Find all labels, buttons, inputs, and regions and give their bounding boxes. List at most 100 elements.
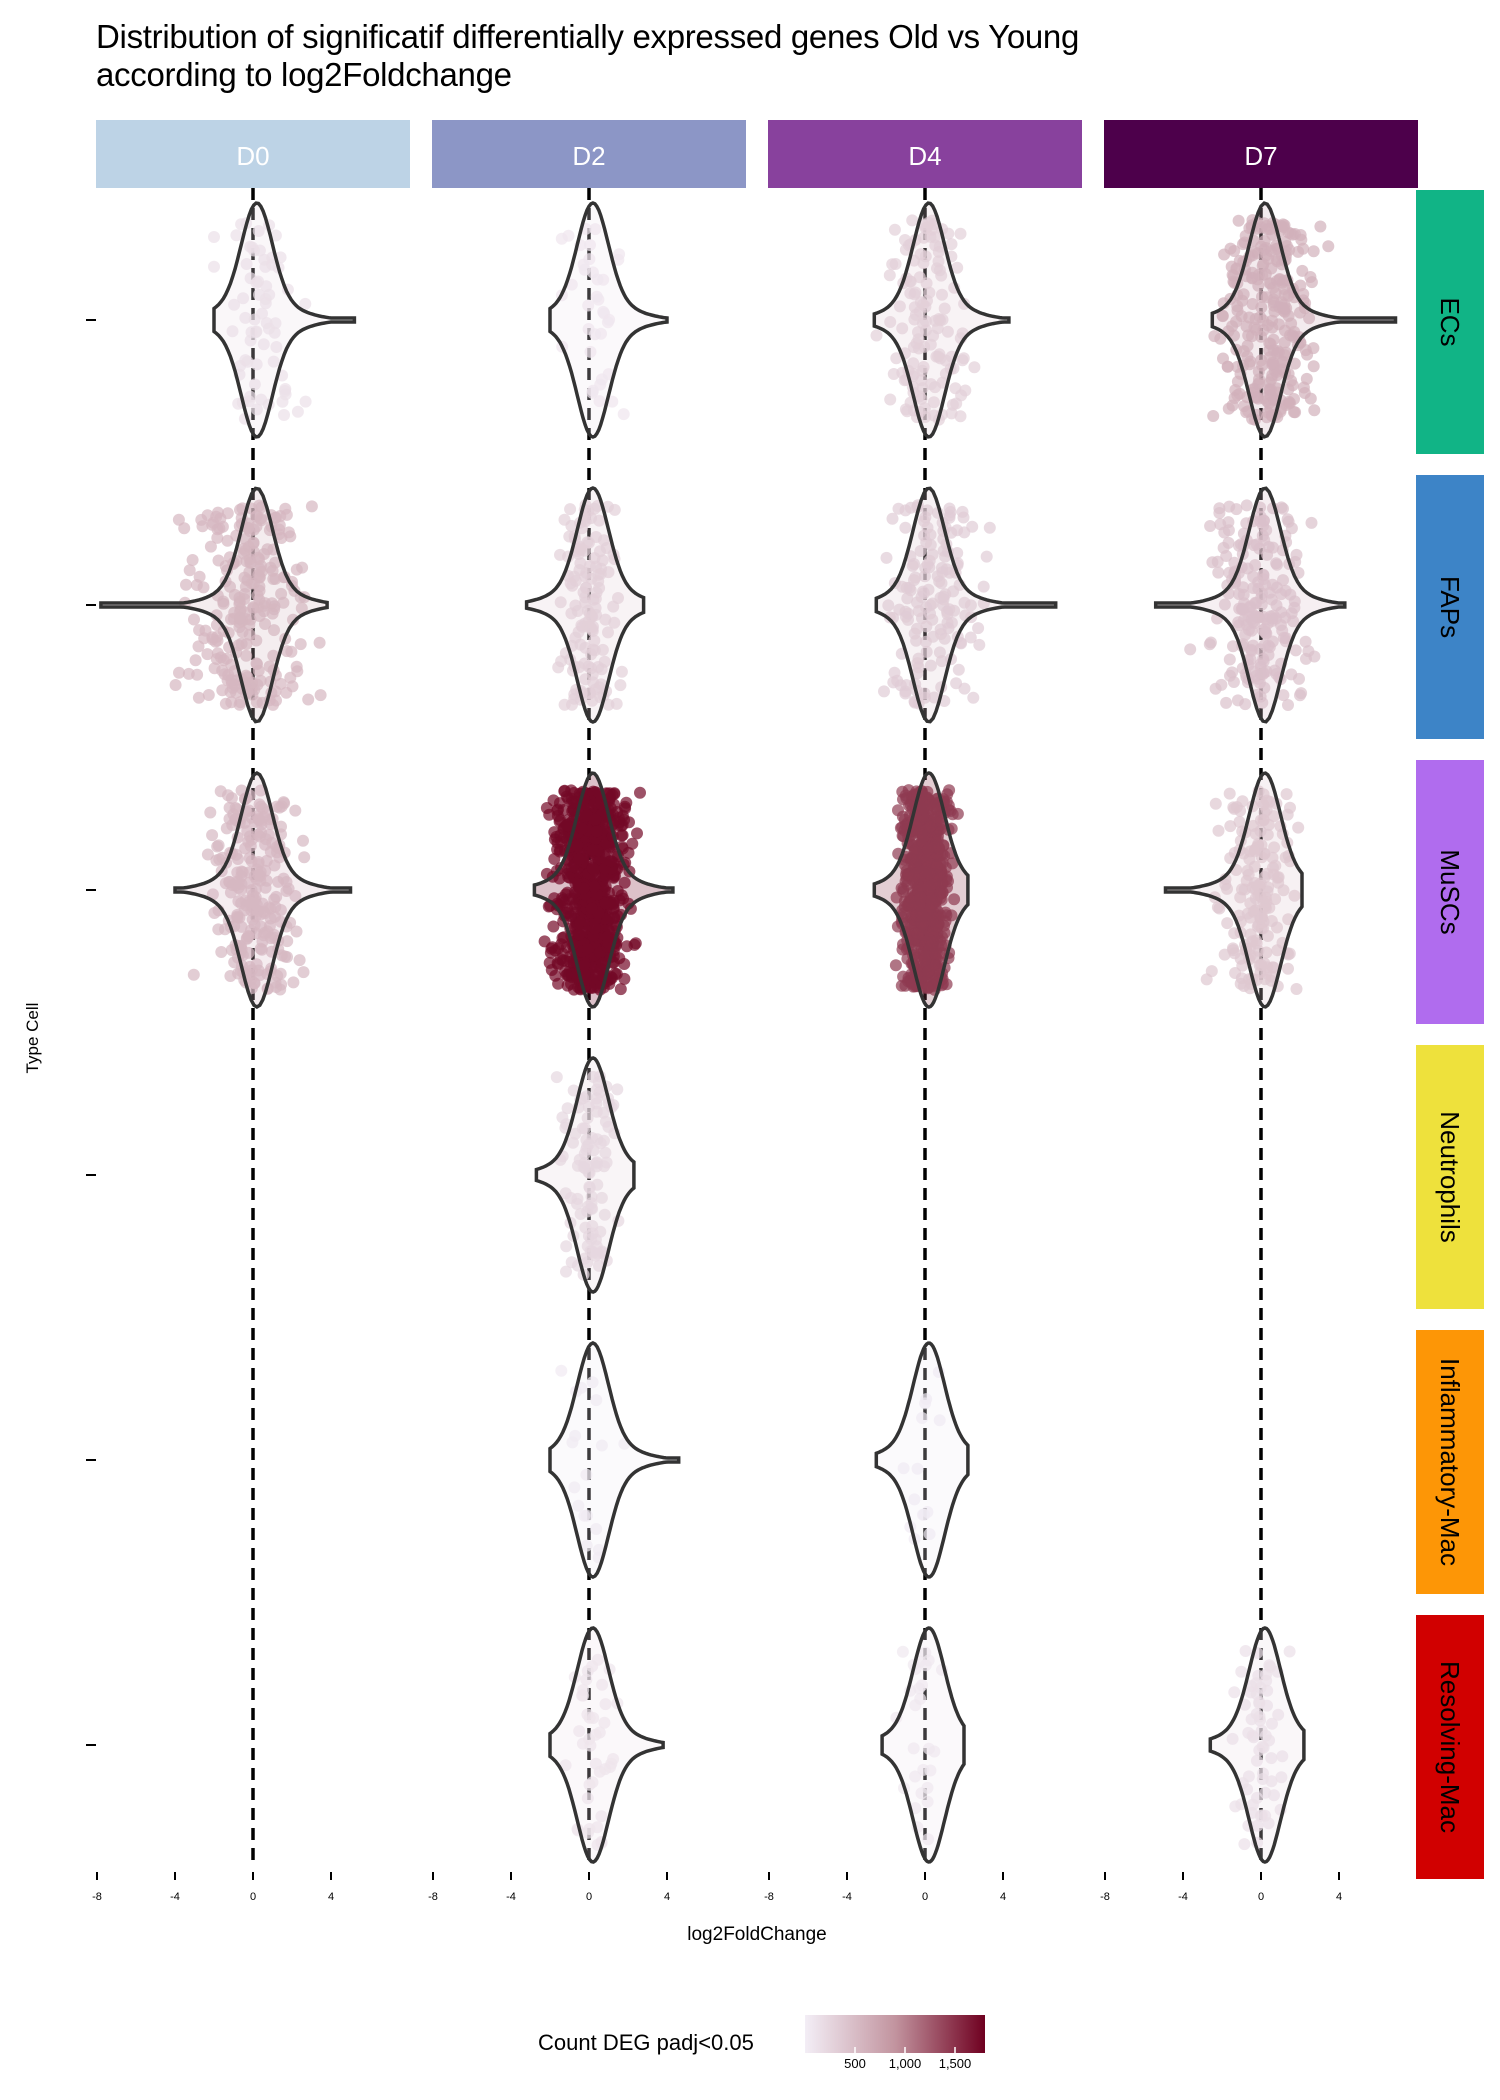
data-point: [258, 253, 271, 266]
row-strip-neutrophils: [1416, 1045, 1484, 1309]
data-point: [906, 559, 919, 572]
data-point: [586, 668, 599, 681]
data-point: [1260, 411, 1273, 424]
panel-faps-d7: [1153, 486, 1347, 724]
data-point: [945, 238, 958, 251]
data-point: [936, 288, 948, 301]
data-point: [1314, 220, 1327, 233]
x-tick-label: 0: [250, 1891, 256, 1903]
data-point: [589, 592, 602, 605]
data-point: [217, 595, 230, 608]
data-point: [914, 545, 927, 557]
data-point: [169, 679, 182, 691]
data-point: [1271, 558, 1283, 571]
row-label-muscs: MuSCs: [1435, 849, 1465, 934]
data-point: [899, 521, 912, 534]
data-point: [1229, 1800, 1242, 1813]
data-point: [1265, 593, 1278, 606]
data-point: [1240, 406, 1253, 419]
data-point: [933, 264, 946, 277]
data-point: [582, 299, 595, 312]
data-point: [1322, 240, 1335, 253]
data-point: [206, 631, 219, 644]
data-point: [880, 551, 893, 564]
data-point: [618, 813, 631, 826]
data-point: [269, 229, 282, 242]
data-point: [906, 214, 919, 227]
x-tick-label: 4: [1000, 1891, 1006, 1903]
data-point: [891, 674, 904, 687]
data-point: [1299, 635, 1312, 648]
data-point: [595, 373, 608, 386]
data-point: [233, 595, 246, 608]
data-point: [1265, 373, 1278, 385]
data-point: [187, 968, 200, 981]
data-point: [884, 393, 897, 406]
data-point: [287, 613, 299, 626]
violin: [1153, 486, 1347, 724]
data-point: [1280, 788, 1293, 801]
data-point: [870, 329, 883, 342]
data-point: [255, 559, 267, 572]
data-point: [191, 668, 204, 681]
data-point: [540, 802, 553, 814]
data-point: [206, 829, 219, 842]
data-point: [250, 403, 263, 416]
data-point: [240, 258, 253, 270]
data-point: [266, 597, 278, 610]
chart-title: Distribution of significatif differentia…: [96, 18, 1080, 93]
row-label-resolving-mac: Resolving-Mac: [1435, 1661, 1465, 1833]
panel-ecs-d7: [1207, 201, 1398, 439]
panel-muscs-d4: [872, 771, 970, 1009]
data-point: [269, 317, 282, 330]
data-point: [1265, 262, 1278, 275]
data-point: [193, 570, 206, 583]
data-point: [1308, 404, 1321, 417]
data-point: [926, 548, 939, 561]
column-strip-d2: [432, 120, 746, 188]
data-point: [924, 659, 937, 672]
data-point: [956, 354, 969, 367]
violin: [874, 486, 1058, 724]
data-point: [943, 784, 956, 797]
data-point: [202, 689, 215, 701]
data-point: [1251, 273, 1264, 286]
data-point: [568, 688, 581, 701]
data-point: [550, 1071, 563, 1084]
panel-resolving-mac-d2: [548, 1626, 665, 1864]
panel-muscs-d7: [1163, 771, 1305, 1009]
data-point: [1204, 520, 1217, 532]
data-point: [945, 526, 958, 539]
data-point: [611, 1083, 624, 1096]
data-point: [618, 972, 631, 985]
data-point: [1237, 238, 1249, 251]
data-point: [919, 300, 932, 313]
data-point: [586, 384, 599, 397]
violin: [548, 201, 669, 439]
data-point: [569, 631, 582, 644]
data-point: [1296, 264, 1309, 277]
data-point: [1282, 383, 1295, 396]
data-point: [1262, 649, 1275, 661]
data-point: [1256, 529, 1269, 542]
data-point: [563, 530, 576, 543]
data-point: [293, 954, 306, 967]
data-point: [1280, 346, 1292, 359]
data-point: [215, 946, 228, 958]
data-point: [545, 964, 558, 976]
data-point: [192, 691, 205, 704]
data-point: [942, 227, 955, 240]
data-point: [593, 395, 606, 408]
data-point: [1260, 613, 1272, 626]
violin: [99, 486, 329, 724]
y-axis-label: Type Cell: [23, 1003, 42, 1074]
data-point: [917, 361, 930, 373]
data-point: [585, 648, 598, 661]
data-point: [583, 560, 596, 572]
data-point: [1292, 245, 1305, 258]
data-point: [602, 626, 614, 639]
data-point: [1208, 330, 1221, 343]
data-point: [1231, 389, 1244, 402]
data-point: [896, 1645, 909, 1658]
